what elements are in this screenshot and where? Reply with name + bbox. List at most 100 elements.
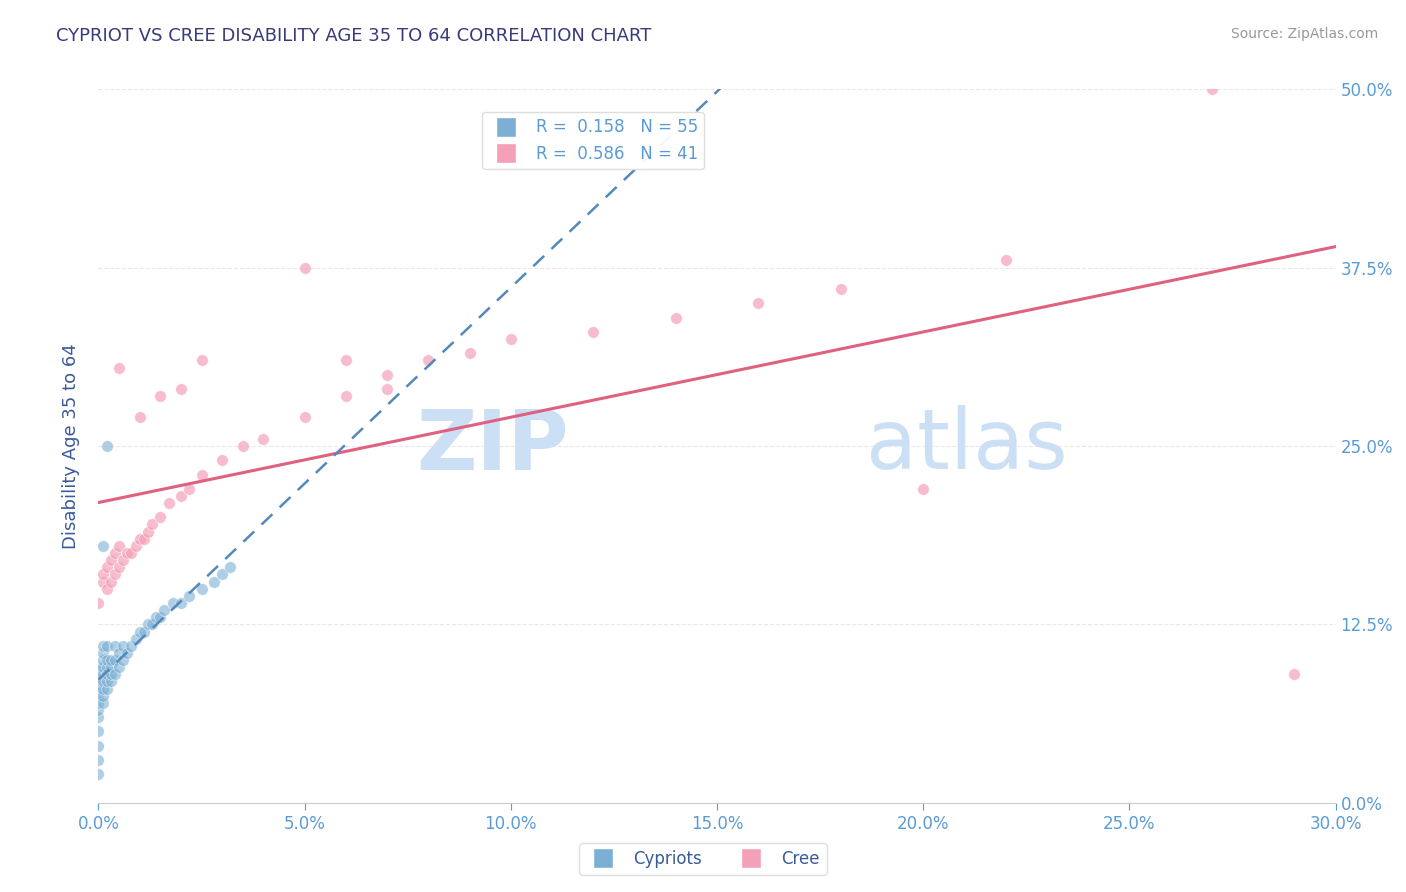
Point xyxy=(202,574,225,589)
Point xyxy=(96,439,118,453)
Point xyxy=(91,567,114,582)
Point xyxy=(149,389,172,403)
Point xyxy=(499,332,522,346)
Point xyxy=(141,617,163,632)
Point xyxy=(96,653,118,667)
Point xyxy=(128,410,150,425)
Point xyxy=(120,639,142,653)
Point xyxy=(87,689,110,703)
Point xyxy=(141,517,163,532)
Point xyxy=(96,582,118,596)
Point xyxy=(170,489,193,503)
Point xyxy=(112,639,135,653)
Point xyxy=(994,253,1017,268)
Point xyxy=(179,589,201,603)
Point xyxy=(117,546,139,560)
Point xyxy=(87,753,110,767)
Point xyxy=(100,574,122,589)
Point xyxy=(157,496,180,510)
Point xyxy=(87,667,110,681)
Point xyxy=(87,703,110,717)
Point xyxy=(124,632,146,646)
Point xyxy=(136,524,159,539)
Point xyxy=(136,617,159,632)
Point xyxy=(232,439,254,453)
Point xyxy=(170,382,193,396)
Point xyxy=(108,539,131,553)
Point xyxy=(87,660,110,674)
Point xyxy=(112,653,135,667)
Point xyxy=(91,653,114,667)
Point xyxy=(91,681,114,696)
Text: ZIP: ZIP xyxy=(416,406,568,486)
Point xyxy=(665,310,688,325)
Point xyxy=(96,674,118,689)
Point xyxy=(100,660,122,674)
Point xyxy=(830,282,852,296)
Point xyxy=(1284,667,1306,681)
Point xyxy=(145,610,167,624)
Point xyxy=(153,603,176,617)
Point xyxy=(104,653,127,667)
Legend: Cypriots, Cree: Cypriots, Cree xyxy=(579,844,827,875)
Point xyxy=(87,739,110,753)
Point xyxy=(294,260,316,275)
Point xyxy=(458,346,481,360)
Point xyxy=(211,567,233,582)
Point xyxy=(87,596,110,610)
Point xyxy=(96,560,118,574)
Y-axis label: Disability Age 35 to 64: Disability Age 35 to 64 xyxy=(62,343,80,549)
Point xyxy=(87,681,110,696)
Point xyxy=(87,724,110,739)
Point xyxy=(132,624,155,639)
Point xyxy=(132,532,155,546)
Point xyxy=(190,353,212,368)
Point xyxy=(96,681,118,696)
Text: Source: ZipAtlas.com: Source: ZipAtlas.com xyxy=(1230,27,1378,41)
Point xyxy=(91,574,114,589)
Point xyxy=(100,653,122,667)
Point xyxy=(108,560,131,574)
Point xyxy=(375,382,398,396)
Point xyxy=(582,325,605,339)
Point xyxy=(912,482,935,496)
Point xyxy=(211,453,233,467)
Point xyxy=(100,553,122,567)
Point xyxy=(91,539,114,553)
Point xyxy=(96,660,118,674)
Point xyxy=(104,567,127,582)
Point xyxy=(120,546,142,560)
Point xyxy=(128,624,150,639)
Point xyxy=(190,582,212,596)
Point xyxy=(747,296,769,310)
Point xyxy=(104,667,127,681)
Point xyxy=(100,667,122,681)
Point xyxy=(91,674,114,689)
Point xyxy=(96,639,118,653)
Point xyxy=(100,674,122,689)
Point xyxy=(149,610,172,624)
Legend: R =  0.158   N = 55, R =  0.586   N = 41: R = 0.158 N = 55, R = 0.586 N = 41 xyxy=(482,112,704,169)
Point xyxy=(87,767,110,781)
Point xyxy=(108,646,131,660)
Point xyxy=(294,410,316,425)
Point xyxy=(91,689,114,703)
Point xyxy=(104,639,127,653)
Point xyxy=(91,639,114,653)
Point xyxy=(87,710,110,724)
Point xyxy=(108,360,131,375)
Point xyxy=(87,674,110,689)
Point xyxy=(128,532,150,546)
Point xyxy=(219,560,242,574)
Point xyxy=(91,660,114,674)
Point xyxy=(96,667,118,681)
Point xyxy=(252,432,274,446)
Point xyxy=(117,646,139,660)
Point xyxy=(91,646,114,660)
Point xyxy=(91,696,114,710)
Point xyxy=(149,510,172,524)
Point xyxy=(108,660,131,674)
Text: CYPRIOT VS CREE DISABILITY AGE 35 TO 64 CORRELATION CHART: CYPRIOT VS CREE DISABILITY AGE 35 TO 64 … xyxy=(56,27,651,45)
Point xyxy=(104,546,127,560)
Point xyxy=(124,539,146,553)
